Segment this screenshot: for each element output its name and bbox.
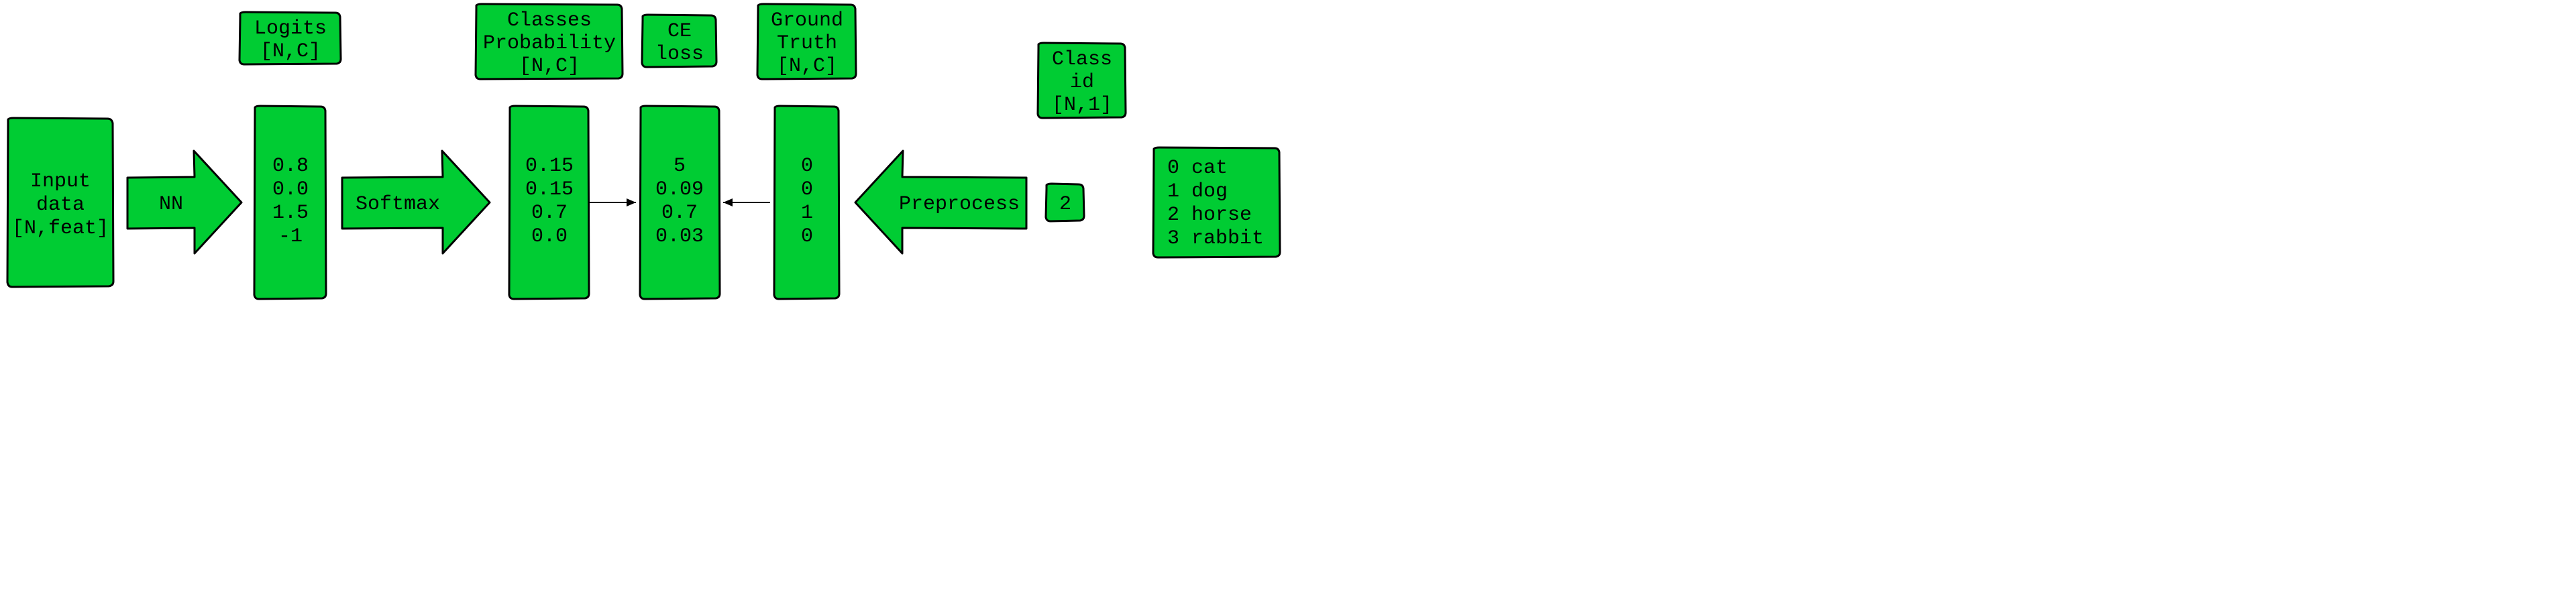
preprocess-arrow: Preprocess [855,151,1026,253]
probs-box: 0.15 0.15 0.7 0.0 [509,106,589,299]
ce-label-box: CE loss [642,15,716,67]
softmax-arrow-label: Softmax [356,193,440,216]
logits-v0: 0.8 [272,155,309,178]
probs-label-1: Classes [507,9,592,32]
ce-label-1: CE [667,20,692,43]
gt-label-2: Truth [777,32,837,55]
classid-label-1: Class [1052,48,1112,71]
classid-label-3: [N,1] [1052,94,1112,117]
input-line3: [N,feat] [12,217,109,240]
gt-label-3: [N,C] [777,55,837,78]
input-line1: Input [30,170,91,193]
class-item-3: 3 rabbit [1167,227,1264,250]
gt-box: 0 0 1 0 [774,106,839,299]
probs-v3: 0.0 [531,225,568,248]
classid-value: 2 [1059,193,1071,216]
ce-v0: 5 [674,155,686,178]
class-item-2: 2 horse [1167,204,1252,227]
gt-label-box: Ground Truth [N,C] [757,4,856,79]
softmax-arrow: Softmax [342,151,490,253]
connector-gt-ce [723,198,770,206]
logits-v3: -1 [278,225,303,248]
probs-label-box: Classes Probability [N,C] [476,4,623,79]
ce-v1: 0.09 [655,178,704,201]
probs-label-2: Probability [483,32,616,55]
preprocess-arrow-label: Preprocess [899,193,1020,216]
logits-label-box: Logits [N,C] [239,12,341,64]
nn-arrow-label: NN [159,193,183,216]
classid-label-2: id [1070,71,1094,94]
gt-v0: 0 [801,155,813,178]
logits-box: 0.8 0.0 1.5 -1 [254,106,326,299]
probs-label-3: [N,C] [519,55,580,78]
gt-v3: 0 [801,225,813,248]
input-box: Input data [N,feat] [7,118,113,287]
ce-v2: 0.7 [661,202,698,225]
connector-probs-ce [589,198,636,206]
classes-box: 0 cat 1 dog 2 horse 3 rabbit [1153,147,1280,257]
class-item-0: 0 cat [1167,157,1228,180]
input-line2: data [36,194,85,217]
logits-v1: 0.0 [272,178,309,201]
logits-label-2: [N,C] [260,40,321,63]
nn-arrow: NN [127,151,241,253]
gt-v1: 0 [801,178,813,201]
gt-v2: 1 [801,202,813,225]
probs-v2: 0.7 [531,202,568,225]
probs-v0: 0.15 [525,155,574,178]
probs-v1: 0.15 [525,178,574,201]
classid-box: 2 [1046,184,1084,221]
logits-v2: 1.5 [272,202,309,225]
ce-label-2: loss [655,43,704,66]
logits-label-1: Logits [254,17,327,40]
ce-v3: 0.03 [655,225,704,248]
class-item-1: 1 dog [1167,180,1228,203]
ce-box: 5 0.09 0.7 0.03 [640,106,720,299]
gt-label-1: Ground [771,9,843,32]
classid-label-box: Class id [N,1] [1038,43,1126,118]
